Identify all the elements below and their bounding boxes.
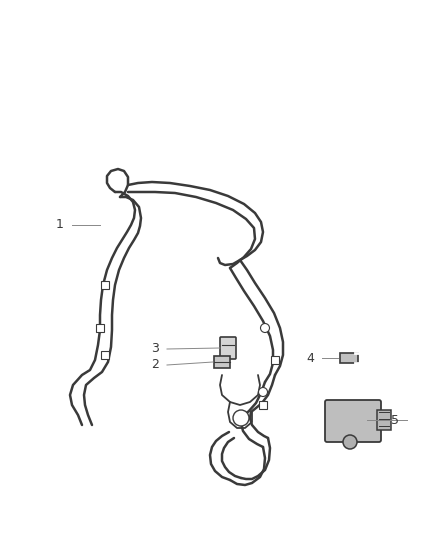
FancyBboxPatch shape xyxy=(220,337,236,359)
FancyBboxPatch shape xyxy=(325,400,381,442)
Circle shape xyxy=(258,387,268,397)
Text: 5: 5 xyxy=(391,414,399,426)
Circle shape xyxy=(233,410,249,426)
Circle shape xyxy=(261,324,269,333)
Bar xyxy=(214,356,230,368)
Text: 3: 3 xyxy=(151,343,159,356)
Circle shape xyxy=(343,435,357,449)
Text: 1: 1 xyxy=(56,219,64,231)
Bar xyxy=(377,410,391,430)
Bar xyxy=(96,324,104,332)
Bar xyxy=(271,356,279,364)
Bar xyxy=(340,353,358,363)
Bar xyxy=(101,351,109,359)
Bar xyxy=(259,401,267,409)
Bar xyxy=(101,281,109,289)
Text: 2: 2 xyxy=(151,359,159,372)
Text: 4: 4 xyxy=(306,351,314,365)
